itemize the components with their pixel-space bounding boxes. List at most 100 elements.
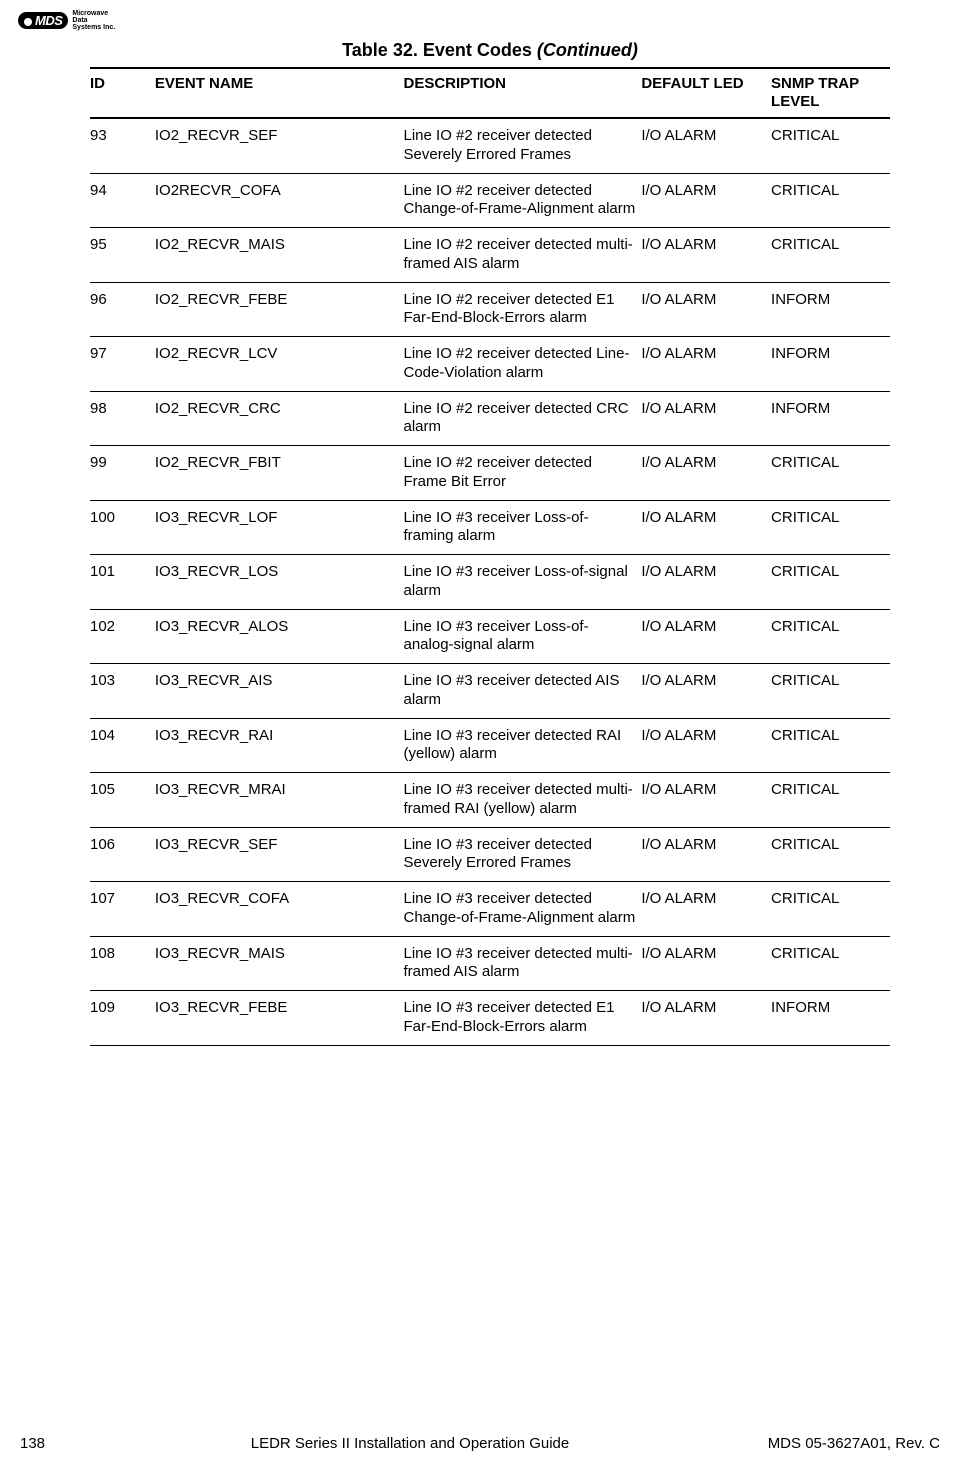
cell-led: I/O ALARM (641, 936, 771, 991)
cell-snmp: CRITICAL (771, 773, 890, 828)
cell-led: I/O ALARM (641, 500, 771, 555)
cell-id: 100 (90, 500, 155, 555)
cell-desc: Line IO #2 receiver detected multi-frame… (404, 228, 642, 283)
page-number: 138 (20, 1435, 100, 1452)
cell-id: 93 (90, 118, 155, 173)
table-row: 103IO3_RECVR_AISLine IO #3 receiver dete… (90, 664, 890, 719)
cell-name: IO3_RECVR_COFA (155, 882, 404, 937)
table-row: 107IO3_RECVR_COFALine IO #3 receiver det… (90, 882, 890, 937)
cell-name: IO3_RECVR_RAI (155, 718, 404, 773)
cell-name: IO2_RECVR_CRC (155, 391, 404, 446)
cell-id: 104 (90, 718, 155, 773)
cell-desc: Line IO #3 receiver detected E1 Far-End-… (404, 991, 642, 1046)
table-row: 94IO2RECVR_COFALine IO #2 receiver detec… (90, 173, 890, 228)
cell-name: IO3_RECVR_LOF (155, 500, 404, 555)
table-row: 95IO2_RECVR_MAISLine IO #2 receiver dete… (90, 228, 890, 283)
cell-name: IO3_RECVR_LOS (155, 555, 404, 610)
cell-led: I/O ALARM (641, 555, 771, 610)
cell-snmp: CRITICAL (771, 500, 890, 555)
table-row: 98IO2_RECVR_CRCLine IO #2 receiver detec… (90, 391, 890, 446)
cell-led: I/O ALARM (641, 882, 771, 937)
cell-snmp: INFORM (771, 282, 890, 337)
cell-snmp: CRITICAL (771, 664, 890, 719)
table-body: 93IO2_RECVR_SEFLine IO #2 receiver detec… (90, 118, 890, 1045)
cell-led: I/O ALARM (641, 773, 771, 828)
cell-snmp: CRITICAL (771, 882, 890, 937)
table-row: 102IO3_RECVR_ALOSLine IO #3 receiver Los… (90, 609, 890, 664)
cell-desc: Line IO #2 receiver detected Frame Bit E… (404, 446, 642, 501)
cell-id: 94 (90, 173, 155, 228)
cell-desc: Line IO #2 receiver detected CRC alarm (404, 391, 642, 446)
cell-led: I/O ALARM (641, 664, 771, 719)
page-footer: 138 LEDR Series II Installation and Oper… (0, 1435, 980, 1452)
logo-line3: Systems Inc. (72, 24, 115, 31)
table-caption: Table 32. Event Codes (Continued) (90, 40, 890, 61)
cell-name: IO3_RECVR_MRAI (155, 773, 404, 828)
cell-id: 107 (90, 882, 155, 937)
col-header-desc: DESCRIPTION (404, 68, 642, 118)
logo-subtext: Microwave Data Systems Inc. (72, 10, 115, 31)
cell-id: 95 (90, 228, 155, 283)
table-row: 96IO2_RECVR_FEBELine IO #2 receiver dete… (90, 282, 890, 337)
cell-desc: Line IO #3 receiver Loss-of-analog-signa… (404, 609, 642, 664)
cell-snmp: CRITICAL (771, 446, 890, 501)
cell-led: I/O ALARM (641, 991, 771, 1046)
cell-desc: Line IO #3 receiver Loss-of-framing alar… (404, 500, 642, 555)
table-row: 109IO3_RECVR_FEBELine IO #3 receiver det… (90, 991, 890, 1046)
cell-snmp: INFORM (771, 337, 890, 392)
cell-name: IO2RECVR_COFA (155, 173, 404, 228)
cell-desc: Line IO #3 receiver detected AIS alarm (404, 664, 642, 719)
cell-id: 98 (90, 391, 155, 446)
table-row: 106IO3_RECVR_SEFLine IO #3 receiver dete… (90, 827, 890, 882)
cell-snmp: CRITICAL (771, 936, 890, 991)
caption-suffix: (Continued) (537, 40, 638, 60)
cell-id: 109 (90, 991, 155, 1046)
cell-snmp: CRITICAL (771, 555, 890, 610)
table-row: 93IO2_RECVR_SEFLine IO #2 receiver detec… (90, 118, 890, 173)
cell-desc: Line IO #2 receiver detected Line-Code-V… (404, 337, 642, 392)
cell-led: I/O ALARM (641, 118, 771, 173)
brand-logo: MDS Microwave Data Systems Inc. (18, 10, 115, 31)
col-header-snmp: SNMP TRAP LEVEL (771, 68, 890, 118)
caption-prefix: Table 32. Event Codes (342, 40, 537, 60)
cell-name: IO2_RECVR_MAIS (155, 228, 404, 283)
cell-desc: Line IO #3 receiver detected multi-frame… (404, 936, 642, 991)
cell-name: IO2_RECVR_SEF (155, 118, 404, 173)
cell-led: I/O ALARM (641, 609, 771, 664)
table-row: 97IO2_RECVR_LCVLine IO #2 receiver detec… (90, 337, 890, 392)
col-header-id: ID (90, 68, 155, 118)
table-row: 99IO2_RECVR_FBITLine IO #2 receiver dete… (90, 446, 890, 501)
cell-name: IO3_RECVR_AIS (155, 664, 404, 719)
cell-id: 102 (90, 609, 155, 664)
cell-led: I/O ALARM (641, 446, 771, 501)
cell-led: I/O ALARM (641, 827, 771, 882)
table-row: 108IO3_RECVR_MAISLine IO #3 receiver det… (90, 936, 890, 991)
table-row: 105IO3_RECVR_MRAILine IO #3 receiver det… (90, 773, 890, 828)
cell-snmp: CRITICAL (771, 718, 890, 773)
cell-desc: Line IO #2 receiver detected E1 Far-End-… (404, 282, 642, 337)
cell-desc: Line IO #2 receiver detected Severely Er… (404, 118, 642, 173)
cell-led: I/O ALARM (641, 337, 771, 392)
cell-led: I/O ALARM (641, 391, 771, 446)
table-header-row: ID EVENT NAME DESCRIPTION DEFAULT LED SN… (90, 68, 890, 118)
cell-id: 108 (90, 936, 155, 991)
cell-snmp: CRITICAL (771, 118, 890, 173)
cell-desc: Line IO #3 receiver detected multi-frame… (404, 773, 642, 828)
table-row: 104IO3_RECVR_RAILine IO #3 receiver dete… (90, 718, 890, 773)
footer-rev: MDS 05-3627A01, Rev. C (720, 1435, 940, 1452)
cell-id: 97 (90, 337, 155, 392)
cell-id: 99 (90, 446, 155, 501)
cell-led: I/O ALARM (641, 173, 771, 228)
page-body: Table 32. Event Codes (Continued) ID EVE… (0, 0, 980, 1046)
cell-id: 103 (90, 664, 155, 719)
cell-id: 101 (90, 555, 155, 610)
col-header-led: DEFAULT LED (641, 68, 771, 118)
cell-led: I/O ALARM (641, 282, 771, 337)
cell-desc: Line IO #3 receiver detected RAI (yellow… (404, 718, 642, 773)
table-row: 101IO3_RECVR_LOSLine IO #3 receiver Loss… (90, 555, 890, 610)
cell-name: IO2_RECVR_FEBE (155, 282, 404, 337)
cell-id: 96 (90, 282, 155, 337)
event-codes-table: ID EVENT NAME DESCRIPTION DEFAULT LED SN… (90, 67, 890, 1046)
cell-snmp: INFORM (771, 391, 890, 446)
cell-snmp: CRITICAL (771, 228, 890, 283)
